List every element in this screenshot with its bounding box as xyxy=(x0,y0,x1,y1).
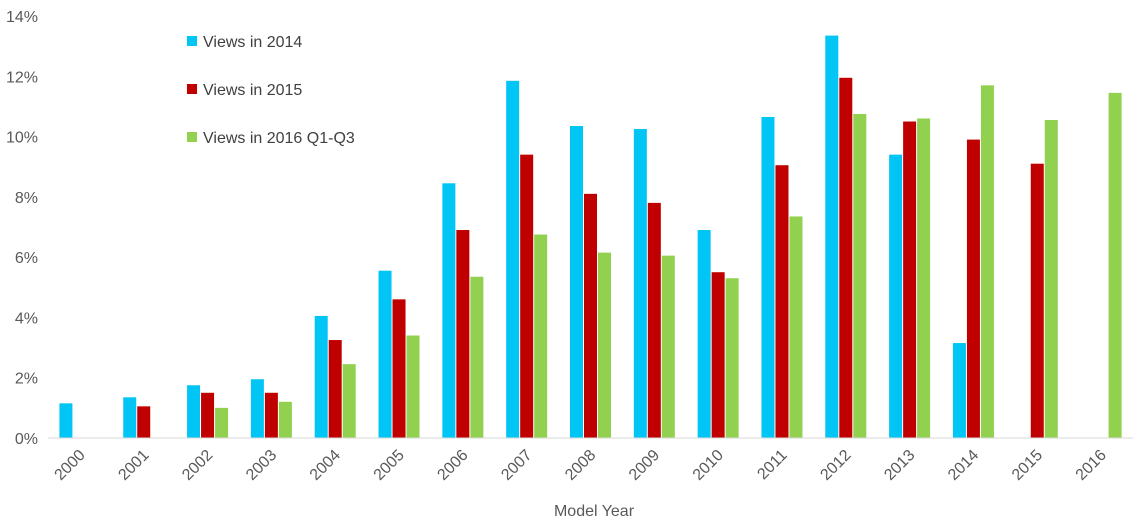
bar xyxy=(470,276,484,438)
bar xyxy=(980,85,994,438)
legend-label: Views in 2015 xyxy=(203,82,302,99)
bar xyxy=(584,193,597,438)
bar xyxy=(839,77,853,439)
bar xyxy=(853,113,867,438)
bar xyxy=(952,343,966,438)
x-tick-label: 2004 xyxy=(307,447,344,484)
bar-series xyxy=(137,77,1044,439)
bar xyxy=(520,154,534,438)
bar xyxy=(711,272,725,438)
bar xyxy=(697,230,711,438)
y-tick-label: 0% xyxy=(15,431,38,448)
bar xyxy=(903,121,917,438)
bar xyxy=(442,183,456,438)
bar xyxy=(775,165,789,438)
x-tick-label: 2016 xyxy=(1073,447,1110,484)
x-tick-label: 2010 xyxy=(690,447,727,484)
bar xyxy=(392,299,406,438)
bar xyxy=(789,216,803,438)
bar xyxy=(215,407,229,438)
x-tick-label: 2002 xyxy=(179,447,216,484)
bar-series-group xyxy=(59,35,1122,439)
bar xyxy=(342,364,356,438)
x-tick-label: 2003 xyxy=(243,447,280,484)
bar-series xyxy=(215,85,1122,438)
bar xyxy=(187,385,201,438)
bar xyxy=(534,234,548,438)
x-tick-label: 2009 xyxy=(626,447,663,484)
bar xyxy=(633,129,647,439)
bar xyxy=(1108,92,1122,438)
bar xyxy=(328,340,342,438)
y-tick-label: 4% xyxy=(15,310,38,327)
bar xyxy=(917,118,931,438)
legend: Views in 2014 Views in 2015 Views in 2016 … xyxy=(187,34,355,147)
bar xyxy=(314,315,328,438)
x-axis-tick-labels: 2000 2001 2002 2003 2004 2005 2006 2007 2008 2009… xyxy=(52,447,1110,484)
x-tick-label: 2000 xyxy=(52,447,89,484)
legend-label: Views in 2014 xyxy=(203,34,302,51)
x-tick-label: 2001 xyxy=(115,447,152,484)
x-tick-label: 2008 xyxy=(562,447,599,484)
x-tick-label: 2005 xyxy=(371,447,408,484)
legend-swatch xyxy=(187,132,197,142)
legend-swatch xyxy=(187,36,197,46)
legend-label: Views in 2016 Q1-Q3 xyxy=(203,130,355,147)
bar xyxy=(378,270,392,438)
bar xyxy=(506,80,520,439)
x-tick-label: 2007 xyxy=(498,447,535,484)
y-tick-label: 12% xyxy=(6,69,38,86)
y-tick-label: 10% xyxy=(6,130,38,147)
bar xyxy=(889,154,903,438)
bar xyxy=(137,406,151,438)
x-tick-label: 2011 xyxy=(754,447,790,483)
bar xyxy=(761,116,775,438)
bar xyxy=(264,392,278,438)
y-tick-label: 2% xyxy=(15,371,38,388)
bar xyxy=(201,392,215,438)
bar xyxy=(598,252,611,438)
bar xyxy=(59,403,73,438)
bar-series xyxy=(59,35,966,439)
bar xyxy=(647,202,661,438)
bar xyxy=(406,335,420,438)
bar xyxy=(725,278,739,438)
legend-swatch xyxy=(187,84,197,94)
y-tick-label: 6% xyxy=(15,250,38,267)
y-tick-label: 14% xyxy=(6,9,38,26)
bar xyxy=(570,126,583,439)
x-tick-label: 2013 xyxy=(881,447,918,484)
bar xyxy=(825,35,839,438)
x-tick-label: 2012 xyxy=(817,447,854,484)
x-tick-label: 2014 xyxy=(945,447,982,484)
y-tick-label: 8% xyxy=(15,190,38,207)
bar xyxy=(250,379,264,438)
bar xyxy=(1030,163,1044,438)
y-axis-tick-labels: 0% 2% 4% 6% 8% 10% 12% 14% xyxy=(6,9,38,448)
bar xyxy=(661,255,675,438)
bar xyxy=(278,401,292,438)
x-tick-label: 2015 xyxy=(1009,447,1046,484)
x-axis-title: Model Year xyxy=(554,503,635,520)
bar xyxy=(456,230,470,438)
x-tick-label: 2006 xyxy=(434,447,471,484)
bar xyxy=(966,139,980,439)
bar xyxy=(1044,119,1058,438)
bar xyxy=(123,397,137,438)
